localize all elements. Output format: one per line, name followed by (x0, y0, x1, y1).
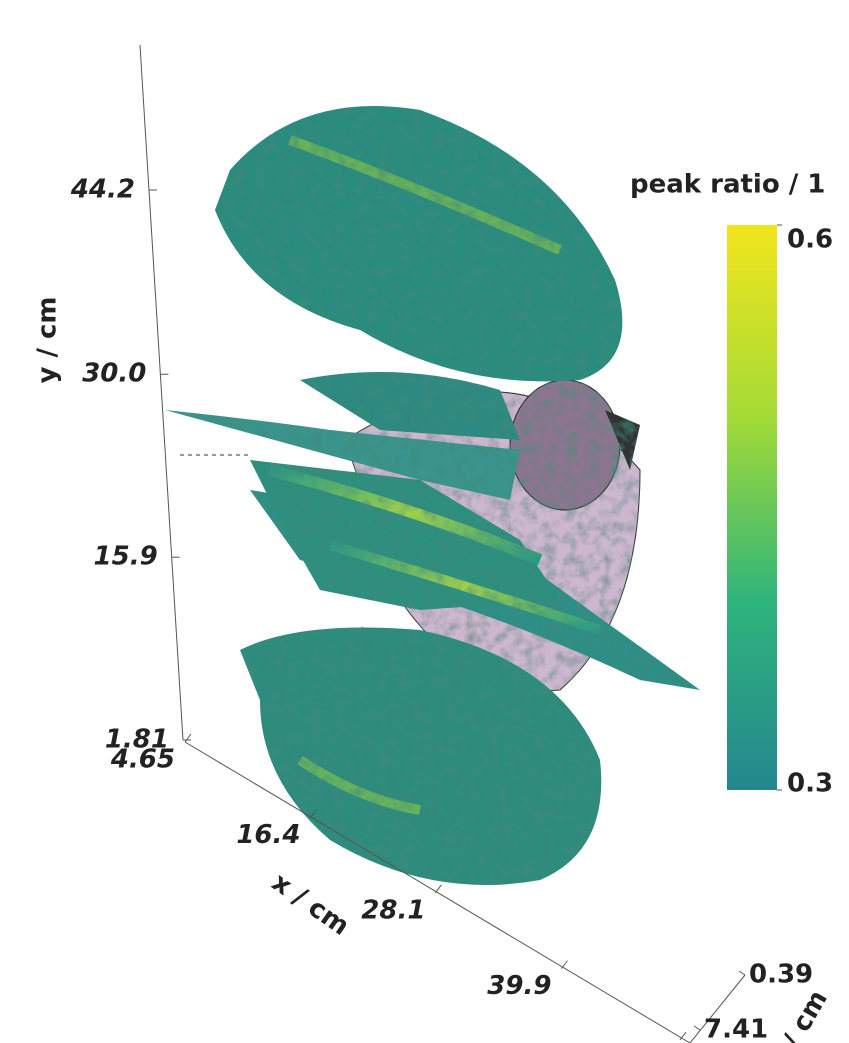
colorbar (727, 225, 777, 790)
z-axis-label: z / cm (765, 985, 834, 1043)
volume (165, 106, 700, 885)
colorbar-tick-label: 0.6 (787, 225, 833, 255)
z-tick-label: 0.39 (749, 960, 813, 990)
x-tick-label: 4.65 (110, 745, 175, 775)
z-tick (739, 971, 745, 975)
colorbar-title: peak ratio / 1 (630, 170, 825, 200)
chart: y / cm x / cm z / cm peak ratio / 1 1.81… (0, 0, 849, 1043)
x-tick (185, 734, 191, 742)
x-tick-label: 16.4 (236, 820, 300, 850)
z-tick (694, 1026, 700, 1030)
y-axis-label: y / cm (33, 296, 63, 383)
x-axis-label: x / cm (266, 867, 354, 941)
z-tick-label: 7.41 (704, 1015, 768, 1043)
y-tick-label: 15.9 (94, 542, 158, 572)
y-tick-label: 44.2 (70, 175, 135, 205)
colorbar-tick-label: 0.3 (787, 769, 833, 799)
x-tick-label: 28.1 (361, 895, 425, 925)
y-axis-line (140, 45, 183, 740)
x-tick (435, 885, 441, 893)
y-tick-label: 30.0 (82, 359, 146, 389)
x-tick (561, 961, 567, 969)
x-tick-label: 39.9 (487, 971, 551, 1001)
